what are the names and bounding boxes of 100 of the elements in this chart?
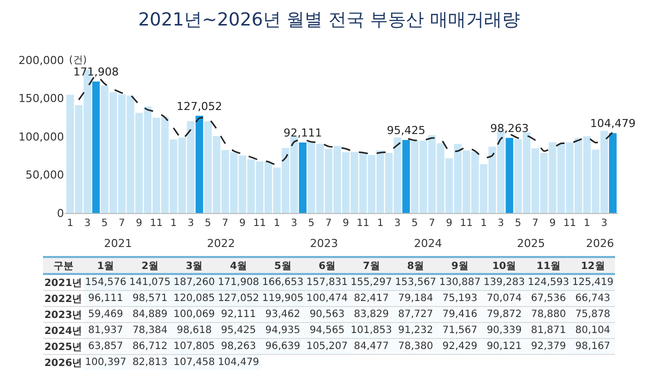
text: 2021 [104,237,132,250]
data-label: 90,339 [482,322,526,338]
text: 구분 [43,257,84,274]
y-tick-label: 2022년 [43,290,84,306]
data-label: 127,052 [216,290,261,306]
data-label: 141,075 [128,274,172,290]
x-tick-label: 11월 [526,257,571,274]
data-label: 71,567 [438,322,482,338]
data-label: 83,829 [349,306,394,322]
data-label: 104,479 [216,354,261,370]
chart-title: 2021년~2026년 월별 전국 부동산 매매거래량 [138,9,520,30]
bar [402,140,410,213]
data-label: 101,853 [349,322,394,338]
data-label: 84,889 [128,306,172,322]
x-tick-label: 6월 [304,257,350,274]
data-label: 171,908 [73,65,119,78]
x-tick-label: 1 [377,218,384,229]
x-tick-label: 5 [308,218,315,229]
data-label: 120,085 [172,290,216,306]
data-label: 154,576 [84,274,128,290]
data-label: 187,260 [172,274,216,290]
data-label: 119,905 [260,290,305,306]
data-label: 95,425 [386,124,426,137]
x-tick-label: 3 [498,218,504,229]
x-tick-label: 8월 [393,257,438,274]
y-tick-label: 2023년 [43,306,84,322]
data-label: 98,167 [570,338,615,354]
data-label: 166,653 [260,274,305,290]
x-tick-label: 9 [239,218,246,229]
x-tick-label: 9월 [438,257,482,274]
bar [92,81,100,213]
data-label: 84,477 [349,338,394,354]
x-tick-label: 11 [253,218,266,229]
x-tick-label: 9 [136,218,142,229]
data-label: 153,567 [393,274,438,290]
data-label: 92,111 [283,126,322,140]
data-label: 82,813 [128,354,172,370]
x-tick-label: 3월 [172,257,216,274]
text: 2024 [414,237,442,250]
data-label: 82,417 [349,290,394,306]
x-tick-label: 3 [188,218,194,229]
x-tick-label: 7 [532,218,538,229]
x-tick-label: 1 [170,218,177,229]
bar [506,138,514,213]
x-tick-label: 7월 [349,257,394,274]
y-tick-label: 50,000 [26,168,64,182]
y-tick-label: 2021년 [43,274,84,290]
bar [298,142,307,213]
bar [196,116,204,213]
data-label: 87,727 [393,306,438,322]
data-label: 86,712 [128,338,172,354]
x-tick-label: 9 [446,218,452,229]
x-tick-label: 7 [428,218,436,229]
data-label: 98,571 [128,290,172,306]
y-tick-label: 2024년 [43,322,84,338]
x-tick-label: 10월 [482,257,526,274]
x-tick-label: 3 [394,218,401,229]
data-label: 125,419 [570,274,615,290]
data-label: 171,908 [216,274,261,290]
data-label: 92,379 [526,338,571,354]
data-label: 81,871 [526,322,571,338]
data-label: 63,857 [84,338,128,354]
data-label: 75,878 [570,306,615,322]
x-tick-label: 9 [342,218,349,229]
y-tick-label: 0 [57,206,64,220]
x-tick-label: 7 [118,218,126,229]
data-label: 92,111 [216,306,261,322]
data-label: 66,743 [570,290,615,306]
x-tick-label: 3 [290,218,298,229]
data-label: 107,805 [172,338,216,354]
x-tick-label: 1 [480,218,487,229]
data-label: 81,937 [84,322,128,338]
data-label: 98,263 [216,338,261,354]
data-label: 80,104 [570,322,615,338]
data-label: 75,193 [438,290,482,306]
data-label: 78,880 [526,306,571,322]
data-label: 139,283 [482,274,526,290]
data-label: 96,639 [260,338,305,354]
y-tick-label: 100,000 [18,130,64,144]
text: 2022 [207,237,235,250]
data-label: 70,074 [482,290,526,306]
data-label: 107,458 [172,354,216,370]
data-label: 100,069 [172,306,216,322]
x-tick-label: 11 [563,218,576,229]
x-tick-label: 7 [222,218,228,229]
x-tick-label: 5 [514,218,522,229]
text: 2025 [517,237,545,250]
data-label: 92,429 [438,338,482,354]
x-tick-label: 4월 [216,257,261,274]
bar [609,133,617,213]
data-label: 91,232 [393,322,438,338]
x-tick-label: 7 [325,218,332,229]
data-label: 100,474 [304,290,350,306]
x-tick-label: 1 [66,218,74,229]
x-tick-label: 2월 [128,257,172,274]
y-tick-label: 150,000 [18,92,64,106]
data-label: 78,384 [128,322,172,338]
x-tick-label: 5 [101,218,108,229]
x-tick-label: 5월 [260,257,305,274]
x-tick-label: 3 [84,218,91,229]
